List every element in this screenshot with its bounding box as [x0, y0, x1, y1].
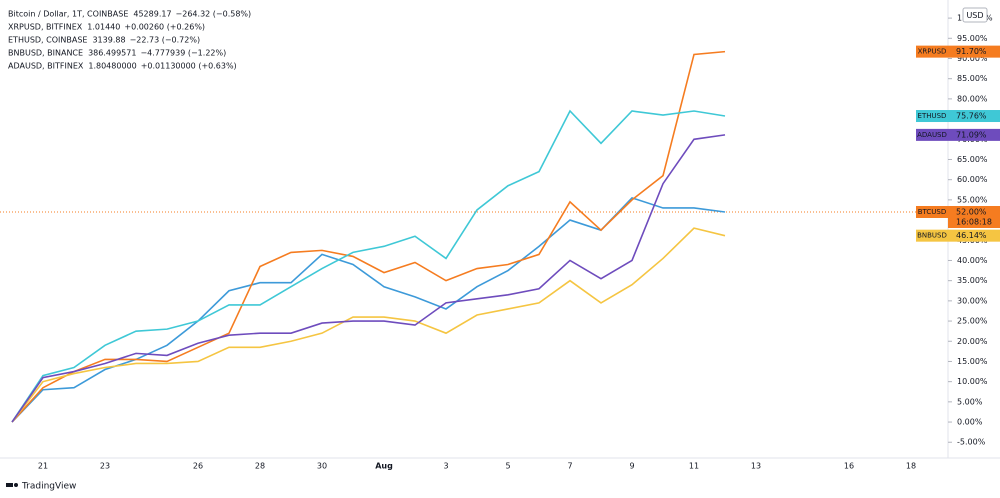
- y-tick-label: 20.00%: [957, 337, 988, 346]
- price-tag: BTCUSD 52.00%16:08:18: [916, 205, 1000, 228]
- y-tick-label: 95.00%: [957, 34, 988, 43]
- watermark: TradingView: [21, 482, 76, 492]
- tag-box: [916, 205, 948, 218]
- value-box: [948, 205, 1000, 228]
- y-tick-label: 40.00%: [957, 256, 988, 265]
- tag-name: ADAUSD: [917, 131, 947, 139]
- legend-last: 3139.88: [92, 36, 125, 45]
- x-tick-label: 16: [844, 462, 854, 471]
- end-label: 71.09%: [956, 130, 987, 139]
- end-label: 75.76%: [956, 112, 987, 121]
- tag-box: [916, 229, 948, 242]
- legend-last: 1.01440: [87, 23, 120, 32]
- price-tag: XRPUSD 91.70%: [916, 45, 1000, 58]
- series-line: [11, 134, 726, 423]
- x-tick-label: 23: [100, 462, 110, 471]
- y-tick-label: 0.00%: [957, 418, 983, 427]
- value-box: [948, 45, 1000, 58]
- value-box: [948, 229, 1000, 242]
- x-tick-label: 3: [443, 462, 448, 471]
- end-label: 91.70%: [956, 47, 987, 56]
- legend-name: BNBUSD, BINANCE: [8, 49, 83, 58]
- legend-name: Bitcoin / Dollar, 1T, COINBASE: [8, 10, 128, 19]
- x-tick-label: 7: [567, 462, 572, 471]
- y-tick-label: -5.00%: [957, 438, 986, 447]
- y-tick-label: 30.00%: [957, 296, 988, 305]
- x-tick-label: 18: [906, 462, 916, 471]
- tag-name: ETHUSD: [918, 112, 947, 120]
- legend-name: XRPUSD, BITFINEX: [8, 23, 83, 32]
- tag-box: [916, 110, 948, 123]
- x-tick-label: 13: [751, 462, 761, 471]
- y-tick-label: 25.00%: [957, 317, 988, 326]
- legend-change: −22.73 (−0.72%): [130, 36, 201, 45]
- value-box: [948, 128, 1000, 141]
- series-line: [11, 227, 726, 423]
- price-tag: ADAUSD 71.09%: [916, 128, 1000, 141]
- x-tick-label: 5: [505, 462, 510, 471]
- tag-name: BTCUSD: [918, 208, 947, 216]
- x-tick-label: 26: [193, 462, 203, 471]
- y-tick-label: 55.00%: [957, 195, 988, 204]
- legend-name: ADAUSD, BITFINEX: [8, 62, 84, 71]
- series-line: [11, 109, 726, 423]
- y-tick-label: 10.00%: [957, 377, 988, 386]
- legend-change: +0.01130000 (+0.63%): [141, 62, 237, 71]
- legend-last: 1.80480000: [88, 62, 136, 71]
- countdown: 16:08:18: [956, 217, 992, 226]
- x-tick-label: Aug: [375, 462, 393, 471]
- y-tick-label: 35.00%: [957, 276, 988, 285]
- price-tag: ETHUSD 75.76%: [916, 110, 1000, 123]
- legend-change: +0.00260 (+0.26%): [124, 23, 205, 32]
- y-tick-label: 15.00%: [957, 357, 988, 366]
- legend-name: ETHUSD, COINBASE: [8, 36, 87, 45]
- legend-change: −264.32 (−0.58%): [176, 10, 252, 19]
- legend-last: 386.499571: [88, 49, 136, 58]
- x-tick-label: 30: [317, 462, 327, 471]
- logo-icon: [14, 483, 18, 487]
- x-tick-label: 9: [629, 462, 634, 471]
- tag-box: [916, 45, 948, 58]
- legend-change: −4.777939 (−1.22%): [140, 49, 226, 58]
- x-tick-label: 21: [38, 462, 48, 471]
- logo: TradingView: [6, 482, 76, 492]
- end-label: 52.00%: [956, 207, 987, 216]
- currency: USD: [966, 11, 983, 20]
- value-box: [948, 110, 1000, 123]
- y-tick-label: 5.00%: [957, 397, 983, 406]
- tag-name: BNBUSD: [917, 232, 947, 240]
- end-label: 46.14%: [956, 231, 987, 240]
- tag-name: XRPUSD: [918, 48, 947, 56]
- series-line: [11, 50, 726, 423]
- legend-last: 45289.17: [133, 10, 171, 19]
- currency-box: [962, 7, 988, 23]
- price-tag: BNBUSD 46.14%: [916, 229, 1000, 242]
- y-tick-label: 60.00%: [957, 175, 988, 184]
- x-tick-label: 28: [255, 462, 265, 471]
- logo-icon: [6, 483, 13, 487]
- x-tick-label: 11: [689, 462, 699, 471]
- y-tick-label: 85.00%: [957, 74, 988, 83]
- tag-box: [916, 128, 948, 141]
- y-tick-label: 65.00%: [957, 155, 988, 164]
- y-tick-label: 90.00%: [957, 54, 988, 63]
- y-tick-label: 80.00%: [957, 94, 988, 103]
